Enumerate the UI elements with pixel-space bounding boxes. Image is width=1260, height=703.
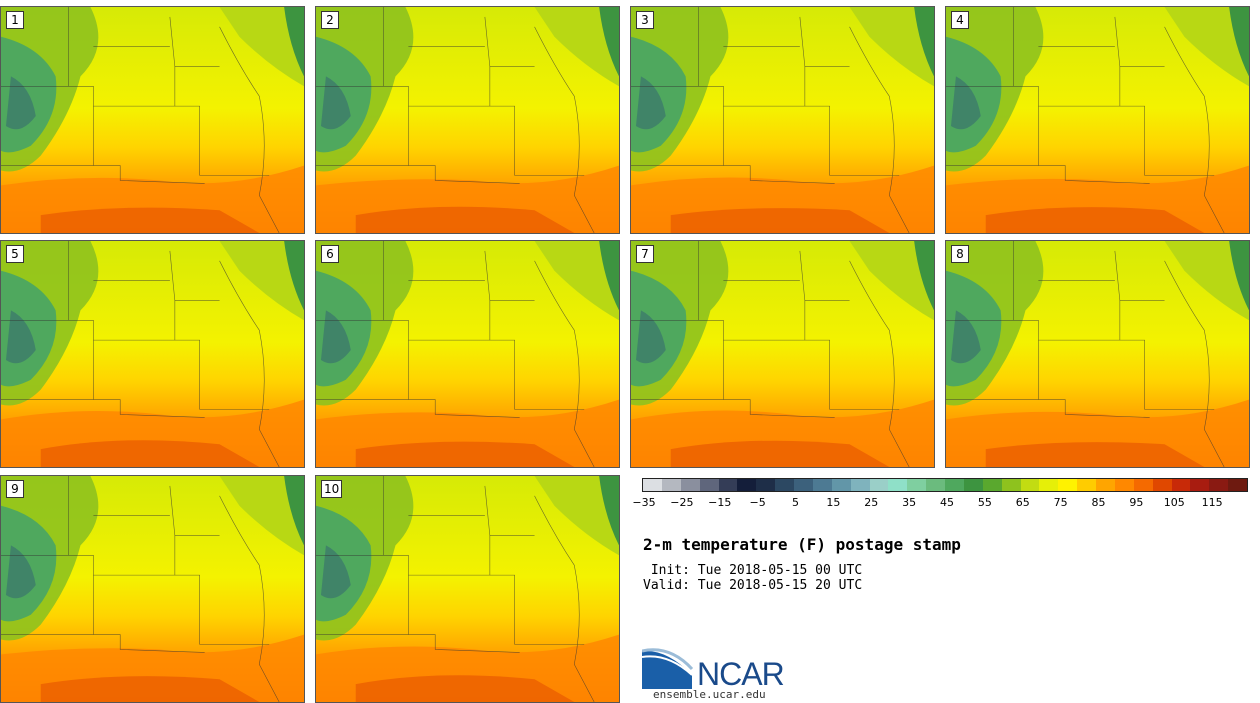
colorbar-tick-label: 115 <box>1201 496 1223 509</box>
colorbar-segment <box>1209 479 1229 491</box>
map-panel-1: 1 <box>0 6 305 234</box>
colorbar-segment <box>680 479 700 491</box>
colorbar-segment <box>775 479 794 491</box>
colorbar-segment <box>888 479 908 491</box>
colorbar-segment <box>812 479 832 491</box>
colorbar-segment <box>1228 479 1247 491</box>
colorbar-segment <box>982 479 1002 491</box>
map-panel-7: 7 <box>630 240 935 468</box>
colorbar-segment <box>1001 479 1021 491</box>
colorbar-tick-label: 85 <box>1091 496 1106 509</box>
map-panel-9: 9 <box>0 475 305 703</box>
colorbar-segment <box>869 479 889 491</box>
colorbar-tick-label: 65 <box>1015 496 1030 509</box>
colorbar-segment <box>1114 479 1134 491</box>
colorbar-segment <box>661 479 681 491</box>
valid-time: Valid: Tue 2018-05-15 20 UTC <box>643 578 863 593</box>
map-panel-2: 2 <box>315 6 620 234</box>
colorbar-segment <box>718 479 738 491</box>
colorbar-segment <box>831 479 851 491</box>
colorbar-segment <box>737 479 757 491</box>
map-panel-3: 3 <box>630 6 935 234</box>
colorbar-tick-label: 35 <box>902 496 917 509</box>
colorbar-tick-label: −5 <box>749 496 766 509</box>
colorbar-segment <box>907 479 927 491</box>
map-panel-4: 4 <box>945 6 1250 234</box>
colorbar-tick-label: 25 <box>864 496 879 509</box>
colorbar-tick-label: −35 <box>632 496 656 509</box>
colorbar-segment <box>1077 479 1096 491</box>
colorbar-segment <box>1096 479 1115 491</box>
colorbar-tick-label: 105 <box>1163 496 1185 509</box>
member-number-label: 8 <box>951 245 969 263</box>
colorbar-segment <box>963 479 983 491</box>
member-number-label: 2 <box>321 11 339 29</box>
colorbar-segment <box>850 479 870 491</box>
init-time: Init: Tue 2018-05-15 00 UTC <box>643 563 863 578</box>
colorbar-segment <box>699 479 719 491</box>
colorbar-tick-label: 55 <box>977 496 992 509</box>
member-number-label: 1 <box>6 11 24 29</box>
member-number-label: 10 <box>321 480 343 498</box>
colorbar-ticks: −35 −25 −15 −5 5 15 25 35 45 55 65 75 85 95 105 115 <box>632 496 1248 512</box>
member-number-label: 7 <box>636 245 654 263</box>
colorbar-tick-label: −25 <box>670 496 694 509</box>
colorbar-tick-label: 15 <box>826 496 841 509</box>
colorbar-segment <box>1133 479 1153 491</box>
map-panel-6: 6 <box>315 240 620 468</box>
temperature-colorbar <box>642 478 1248 492</box>
colorbar-segment <box>756 479 776 491</box>
plot-title: 2-m temperature (F) postage stamp <box>643 535 961 554</box>
colorbar-segment <box>945 479 964 491</box>
colorbar-segment <box>1020 479 1040 491</box>
member-number-label: 5 <box>6 245 24 263</box>
colorbar-tick-label: 75 <box>1053 496 1068 509</box>
map-panel-5: 5 <box>0 240 305 468</box>
colorbar-segment <box>1152 479 1172 491</box>
colorbar-segment <box>926 479 945 491</box>
member-number-label: 9 <box>6 480 24 498</box>
member-number-label: 6 <box>321 245 339 263</box>
ncar-logo-icon <box>642 648 694 689</box>
colorbar-segment <box>794 479 813 491</box>
colorbar-tick-label: 5 <box>792 496 799 509</box>
colorbar-segment <box>1171 479 1191 491</box>
site-url[interactable]: ensemble.ucar.edu <box>653 688 766 701</box>
ncar-logo-text: NCAR <box>697 656 785 692</box>
member-number-label: 4 <box>951 11 969 29</box>
colorbar-tick-label: 95 <box>1129 496 1144 509</box>
colorbar-tick-label: −15 <box>708 496 732 509</box>
colorbar-tick-label: 45 <box>940 496 954 509</box>
map-panel-8: 8 <box>945 240 1250 468</box>
map-panel-10: 10 <box>315 475 620 703</box>
colorbar-segment <box>1190 479 1210 491</box>
colorbar-segment <box>643 479 662 491</box>
member-number-label: 3 <box>636 11 654 29</box>
colorbar-segment <box>1058 479 1078 491</box>
colorbar-segment <box>1039 479 1059 491</box>
